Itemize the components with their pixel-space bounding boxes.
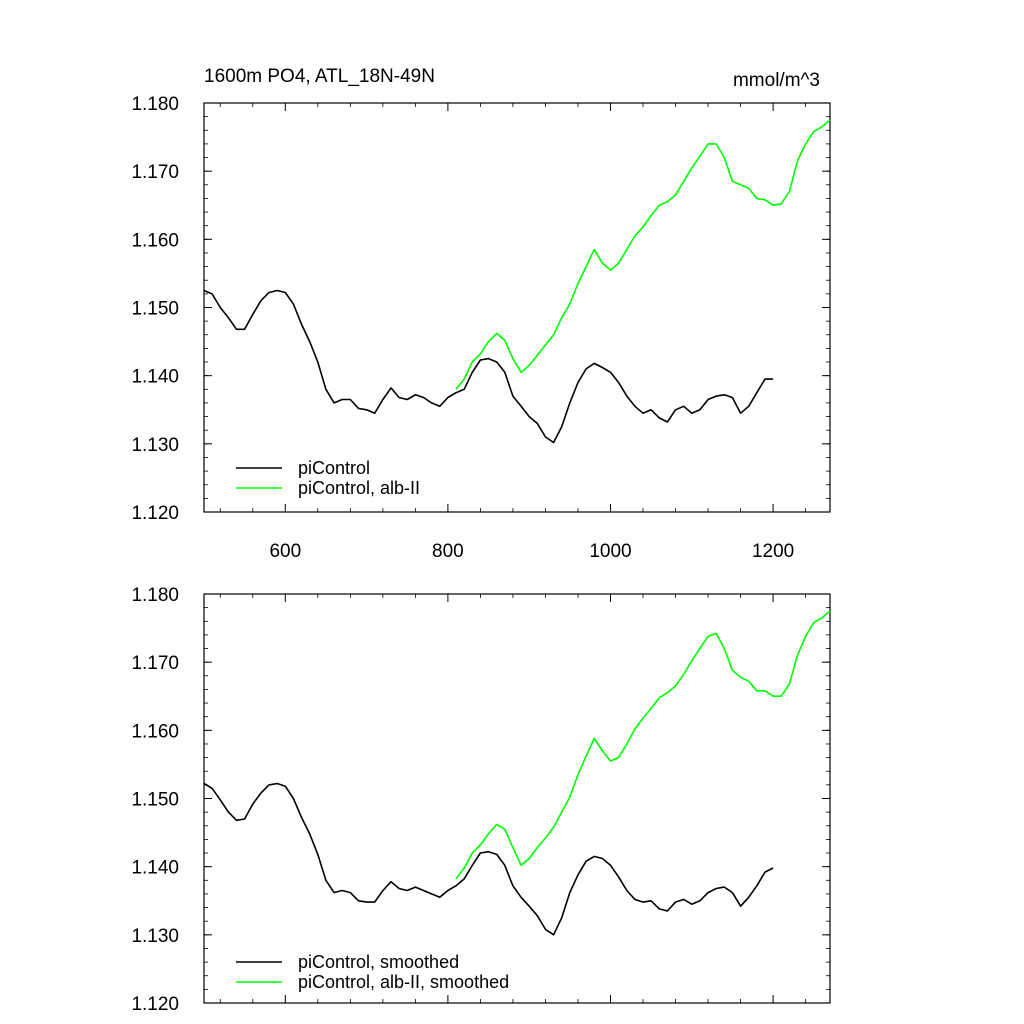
x-tick-label: 600 bbox=[269, 541, 301, 562]
y-tick-label: 1.180 bbox=[131, 585, 179, 606]
legend-label: piControl, smoothed bbox=[298, 952, 459, 972]
y-tick-label: 1.170 bbox=[131, 162, 179, 183]
y-tick-label: 1.130 bbox=[131, 435, 179, 456]
y-tick-label: 1.160 bbox=[131, 721, 179, 742]
top-panel: 1.120 1.130 1.140 1.150 1.160 1.170 1.180 600 80… bbox=[131, 94, 831, 562]
units-label: mmol/m^3 bbox=[733, 70, 820, 91]
bottom-panel: 1.120 1.130 1.140 1.150 1.160 1.170 1.180 piCon… bbox=[131, 585, 831, 1015]
series-line-picontrol bbox=[203, 782, 774, 936]
y-tick-label: 1.140 bbox=[131, 367, 179, 388]
y-tick-label: 1.140 bbox=[131, 858, 179, 879]
y-tick-label: 1.150 bbox=[131, 790, 179, 811]
legend-label: piControl, alb-II, smoothed bbox=[298, 972, 509, 992]
series-line-picontrol bbox=[203, 289, 774, 444]
y-tick-label: 1.170 bbox=[131, 653, 179, 674]
y-tick-label: 1.120 bbox=[131, 994, 179, 1015]
x-tick-label: 1200 bbox=[752, 541, 794, 562]
y-tick-label: 1.180 bbox=[131, 94, 179, 115]
y-tick-label: 1.130 bbox=[131, 926, 179, 947]
y-tick-label: 1.160 bbox=[131, 230, 179, 251]
chart-title: 1600m PO4, ATL_18N-49N bbox=[204, 66, 435, 87]
legend-label: piControl bbox=[298, 458, 370, 478]
x-tick-label: 800 bbox=[432, 541, 464, 562]
series-line-alb-ii bbox=[455, 610, 831, 880]
y-tick-label: 1.150 bbox=[131, 299, 179, 320]
y-tick-label: 1.120 bbox=[131, 503, 179, 524]
series-line-alb-ii bbox=[455, 119, 831, 390]
legend-label: piControl, alb-II bbox=[298, 478, 420, 498]
x-tick-label: 1000 bbox=[589, 541, 631, 562]
